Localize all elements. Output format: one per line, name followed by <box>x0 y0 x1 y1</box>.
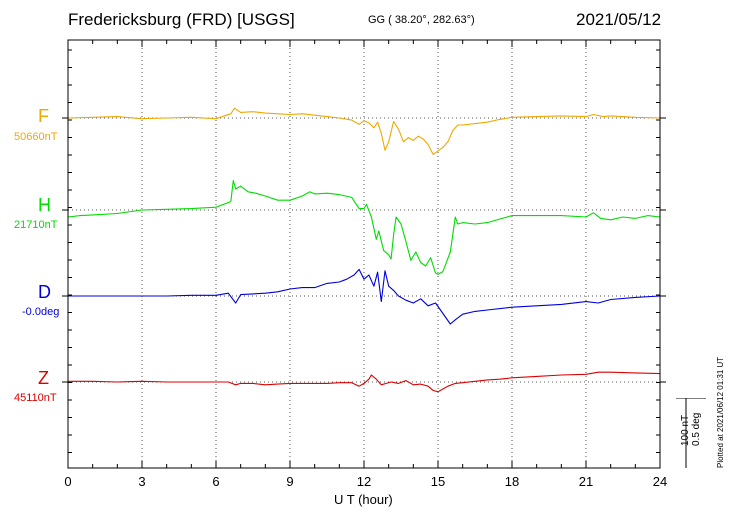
plot-date: 2021/05/12 <box>576 10 662 29</box>
station-title: Fredericksburg (FRD) [USGS] <box>68 10 295 29</box>
series-line-z <box>68 371 661 393</box>
plot-frame <box>67 39 661 469</box>
series-line-h <box>67 180 661 275</box>
x-tick-label: 24 <box>653 474 667 489</box>
component-label-z: Z <box>38 368 49 388</box>
baseline-label-f: 50660nT <box>14 131 58 143</box>
x-tick-label: 15 <box>431 474 445 489</box>
component-label-f: F <box>38 106 49 126</box>
plotted-timestamp: Plotted at 2021/06/12 01:31 UT <box>716 356 725 468</box>
scale-bar <box>676 398 706 468</box>
baseline-label-h: 21710nT <box>14 219 58 231</box>
x-tick-label: 0 <box>64 474 71 489</box>
x-tick-label: 21 <box>579 474 593 489</box>
x-tick-label: 3 <box>138 474 145 489</box>
scale-deg-label: 0.5 deg <box>691 412 702 446</box>
series-line-d <box>68 268 661 325</box>
x-axis-label: U T (hour) <box>334 492 393 507</box>
component-label-d: D <box>38 282 51 302</box>
series-line-f <box>67 107 661 155</box>
baseline-label-d: -0.0deg <box>22 306 60 318</box>
grid-lines <box>68 40 660 468</box>
x-tick-label: 9 <box>286 474 293 489</box>
x-tick-labels: 0 3 6 9 12 15 18 21 24 <box>64 474 667 489</box>
x-tick-label: 18 <box>505 474 519 489</box>
component-label-h: H <box>38 195 51 215</box>
x-tick-label: 6 <box>212 474 219 489</box>
scale-nt-label: 100 nT <box>680 414 691 446</box>
series-traces <box>67 107 661 393</box>
x-tick-label: 12 <box>357 474 371 489</box>
station-coords: GG ( 38.20°, 282.63°) <box>368 14 475 26</box>
baseline-label-z: 45110nT <box>14 392 57 404</box>
baseline-markers <box>62 117 666 383</box>
